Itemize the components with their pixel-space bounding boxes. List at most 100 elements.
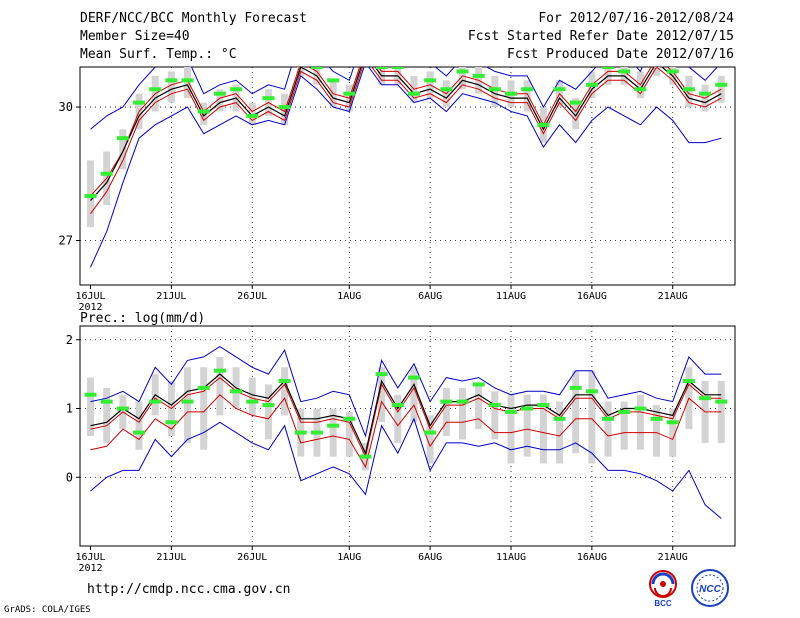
- observed-marker: [262, 96, 275, 101]
- ensemble-box: [604, 401, 612, 457]
- observed-marker: [407, 91, 420, 96]
- ensemble-box: [588, 370, 596, 464]
- observed-marker: [440, 87, 453, 92]
- ensemble-box: [685, 75, 693, 108]
- observed-marker: [521, 406, 534, 411]
- x-tick-label: 26JUL: [237, 291, 267, 302]
- forecast-period-label: For 2012/07/16-2012/08/24: [538, 11, 734, 26]
- plot-frame: [79, 325, 736, 547]
- ensemble-box: [507, 394, 515, 464]
- ensemble-box: [491, 75, 499, 108]
- observed-marker: [634, 87, 647, 92]
- observed-marker: [149, 87, 162, 92]
- series-line-ensemble: [90, 67, 722, 201]
- observed-marker: [650, 416, 663, 421]
- x-tick-year-label: 2012: [78, 563, 102, 574]
- observed-marker: [666, 69, 679, 74]
- observed-marker: [699, 396, 712, 401]
- observed-marker: [472, 382, 485, 387]
- observed-marker: [505, 409, 518, 414]
- x-tick-label: 21JUL: [156, 291, 186, 302]
- observed-marker: [651, 52, 663, 56]
- observed-marker: [472, 73, 485, 78]
- observed-marker: [165, 78, 178, 83]
- ncc-logo: NCC: [691, 569, 729, 607]
- ensemble-box: [345, 411, 353, 457]
- ensemble-box: [394, 394, 402, 443]
- bcc-logo-text: BCC: [654, 599, 672, 608]
- forecast-produced-date: Fcst Produced Date 2012/07/16: [507, 47, 734, 62]
- y-tick-label: 0: [66, 470, 73, 484]
- observed-marker: [618, 409, 631, 414]
- observed-marker: [197, 109, 210, 114]
- observed-marker: [133, 100, 146, 105]
- observed-marker: [246, 113, 259, 118]
- observed-marker: [456, 69, 469, 74]
- ensemble-box: [87, 377, 95, 436]
- observed-marker: [213, 368, 226, 373]
- plot-frame: [79, 66, 736, 286]
- ensemble-box: [523, 394, 531, 457]
- grads-credit: GrADS: COLA/IGES: [4, 605, 91, 615]
- precipitation-variable-label: Prec.: log(mm/d): [80, 311, 205, 326]
- ensemble-box: [119, 129, 127, 170]
- x-tick-label: 11AUG: [496, 552, 526, 563]
- ensemble-box: [264, 384, 272, 440]
- observed-marker: [133, 430, 146, 435]
- x-tick-label: 21AUG: [658, 552, 688, 563]
- observed-marker: [294, 430, 307, 435]
- ensemble-box: [669, 408, 677, 457]
- series-line-lower: [90, 67, 722, 215]
- observed-marker: [585, 82, 598, 87]
- series-line-min: [90, 417, 722, 519]
- x-tick-label: 16AUG: [577, 291, 607, 302]
- ensemble-box: [491, 391, 499, 440]
- observed-marker: [391, 403, 404, 408]
- ensemble-box: [442, 387, 450, 436]
- observed-marker: [424, 430, 437, 435]
- y-tick-label: 27: [59, 234, 73, 248]
- ensemble-box: [636, 394, 644, 450]
- observed-marker: [181, 78, 194, 83]
- ensemble-box: [362, 40, 369, 62]
- observed-marker: [246, 399, 259, 404]
- plot-body: [84, 346, 728, 519]
- observed-marker: [310, 67, 323, 69]
- x-tick-label: 21JUL: [156, 552, 186, 563]
- observed-marker: [682, 87, 695, 92]
- observed-marker: [181, 399, 194, 404]
- x-tick-label: 11AUG: [496, 291, 526, 302]
- ensemble-box: [281, 367, 289, 416]
- observed-marker: [262, 403, 275, 408]
- observed-marker: [537, 403, 550, 408]
- ensemble-box: [135, 401, 143, 450]
- observed-marker: [375, 372, 388, 377]
- observed-marker: [440, 399, 453, 404]
- observed-marker: [585, 389, 598, 394]
- observed-marker: [230, 87, 243, 92]
- x-tick-label: 16JUL: [75, 552, 105, 563]
- observed-marker: [213, 91, 226, 96]
- observed-marker: [149, 399, 162, 404]
- ensemble-box: [184, 67, 192, 99]
- x-tick-label: 1AUG: [337, 552, 361, 563]
- observed-marker: [537, 122, 550, 127]
- observed-marker: [116, 406, 129, 411]
- ensemble-box: [475, 384, 483, 430]
- chart-title: DERF/NCC/BCC Monthly Forecast: [80, 11, 307, 26]
- ensemble-box: [184, 367, 192, 443]
- observed-marker: [197, 385, 210, 390]
- ensemble-box: [556, 401, 564, 464]
- x-tick-label: 21AUG: [658, 291, 688, 302]
- observed-marker: [569, 385, 582, 390]
- series-line-ensemble: [90, 373, 722, 456]
- observed-marker: [84, 194, 97, 199]
- observed-marker: [666, 420, 679, 425]
- ensemble-box: [458, 387, 466, 440]
- observed-marker: [553, 87, 566, 92]
- source-url[interactable]: http://cmdp.ncc.cma.gov.cn: [87, 582, 291, 597]
- ensemble-box: [103, 387, 111, 443]
- ensemble-box: [378, 367, 386, 423]
